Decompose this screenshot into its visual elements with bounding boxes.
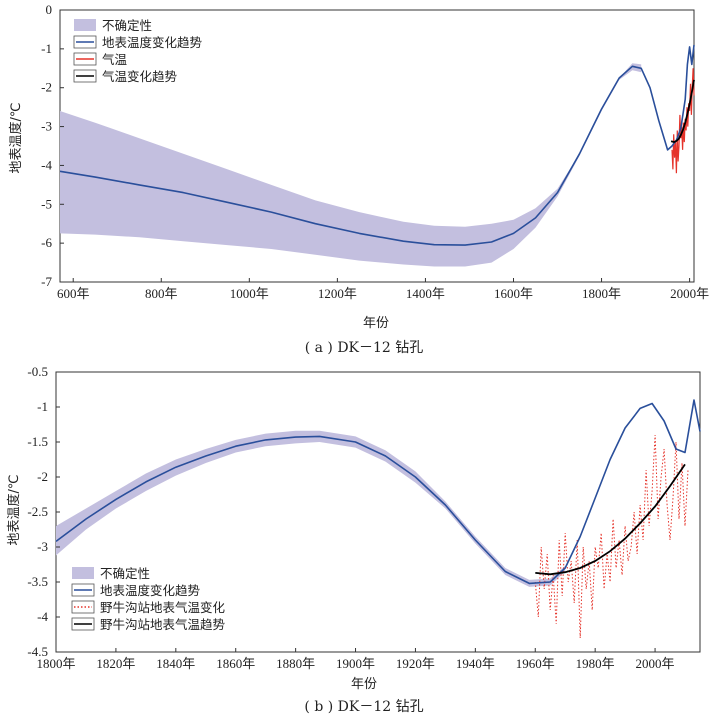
- x-tick-label: 1900年: [336, 656, 375, 671]
- surface-temperature-trend-line: [55, 399, 701, 585]
- x-axis-label: 年份: [363, 316, 389, 331]
- y-tick-label: -3.5: [27, 574, 48, 589]
- x-tick-label: 1920年: [396, 656, 435, 671]
- x-tick-label: 600年: [57, 286, 90, 301]
- legend-swatch-frame: [71, 600, 95, 614]
- x-tick-label: 1600年: [494, 286, 533, 301]
- x-tick-label: 1200年: [318, 286, 357, 301]
- x-tick-label: 1820年: [96, 656, 135, 671]
- uncertainty-band: [56, 430, 566, 587]
- x-tick-label: 1840年: [156, 656, 195, 671]
- y-tick-label: -4: [41, 157, 52, 172]
- x-tick-label: 1940年: [456, 656, 495, 671]
- legend-swatch: [74, 19, 96, 31]
- legend-swatch: [73, 35, 97, 49]
- y-axis-label: 地表温度/℃: [8, 103, 24, 174]
- figure-caption: ( b ) DK－12 钻孔: [304, 699, 423, 715]
- y-tick-label: -6: [41, 235, 52, 250]
- legend-item-label: 地表温度变化趋势: [102, 35, 203, 50]
- legend-band-swatch: [72, 567, 94, 579]
- x-tick-label: 1980年: [576, 656, 615, 671]
- y-tick-label: -4: [37, 609, 48, 624]
- y-tick-label: -2: [37, 469, 48, 484]
- chart-panel-b: 1800年 1820年 1840年 1860年 1880年 1900年 1920年 1940年…: [6, 364, 701, 715]
- x-tick-label: 1960年: [516, 656, 555, 671]
- y-tick-label: -5: [41, 196, 52, 211]
- x-tick-label: 800年: [145, 286, 178, 301]
- surface-temperature-trend-line: [59, 44, 695, 246]
- x-tick-label: 1800年: [36, 656, 75, 671]
- y-tick-label: -4.5: [27, 644, 48, 659]
- y-tick-label: -7: [41, 274, 52, 289]
- y-tick-label: -3: [37, 539, 48, 554]
- legend-item-label: 野牛沟站地表气温趋势: [100, 617, 226, 632]
- y-tick-label: 0: [46, 2, 53, 17]
- x-tick-label: 2000年: [670, 286, 709, 301]
- legend-item-label: 气温: [102, 52, 128, 67]
- y-tick-label: -1: [41, 41, 52, 56]
- y-tick-label: -2.5: [27, 504, 48, 519]
- x-tick-label: 1400年: [406, 286, 445, 301]
- y-tick-label: -3: [41, 119, 52, 134]
- legend-box: [68, 562, 268, 636]
- figure-caption: ( a ) DK－12 钻孔: [305, 340, 424, 356]
- x-tick-label: 1800年: [582, 286, 621, 301]
- legend-swatch: [73, 69, 97, 83]
- x-tick-label: 1880年: [276, 656, 315, 671]
- chart-panel-a: 600年 800年 1000年 1200年 1400年 1600年 1800年 2000年 0 -…: [8, 2, 709, 356]
- legend-swatch: [71, 617, 95, 631]
- air-temperature-line: [534, 434, 689, 639]
- y-axis-label: 地表温度/℃: [6, 475, 22, 546]
- y-tick-label: -0.5: [27, 364, 48, 379]
- legend-swatch: [72, 567, 94, 579]
- legend-item-label: 不确定性: [102, 18, 152, 33]
- air-temperature-trend-line: [535, 463, 686, 576]
- legend-swatch: [73, 52, 97, 66]
- uncertainty-band: [60, 63, 642, 267]
- y-tick-label: -1.5: [27, 434, 48, 449]
- legend-swatch: [71, 600, 95, 614]
- legend-item-label: 不确定性: [100, 566, 150, 581]
- x-tick-label: 1860年: [216, 656, 255, 671]
- legend-item-label: 气温变化趋势: [102, 69, 178, 84]
- y-tick-label: -1: [37, 399, 48, 414]
- legend-band-swatch: [74, 19, 96, 31]
- legend-item-label: 地表温度变化趋势: [100, 583, 201, 598]
- x-tick-label: 1000年: [230, 286, 269, 301]
- air-temperature-trend-line: [670, 79, 695, 144]
- x-axis-label: 年份: [351, 677, 377, 692]
- x-tick-label: 2000年: [636, 656, 675, 671]
- legend-swatch: [71, 583, 95, 597]
- y-tick-label: -2: [41, 80, 52, 95]
- legend-item-label: 野牛沟站地表气温变化: [100, 600, 226, 615]
- air-temperature-line: [671, 68, 695, 174]
